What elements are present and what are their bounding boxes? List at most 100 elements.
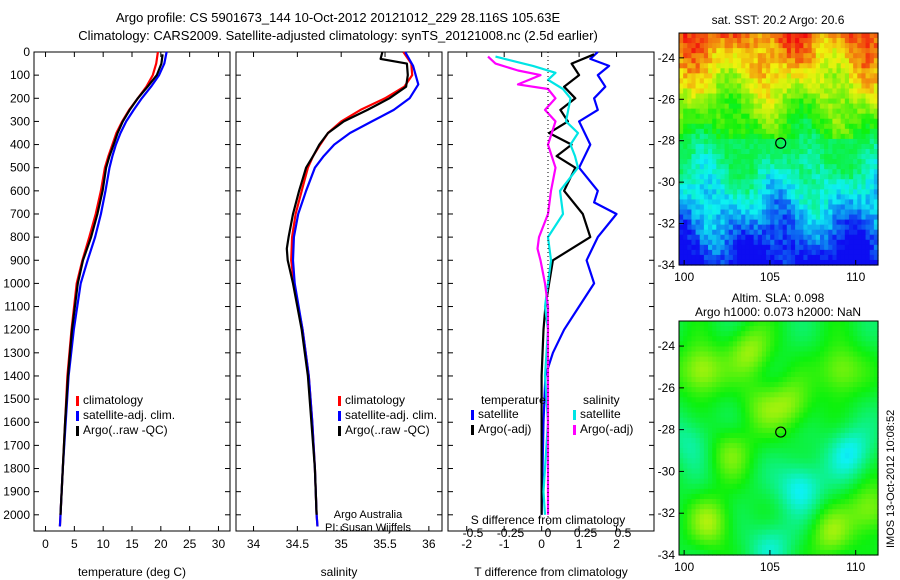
temperature-profile-panel: 0 5 10 15 20 25 300100200300400500600700800900… — [3, 45, 231, 579]
heatmap-cells — [679, 321, 879, 556]
series-line-3 — [487, 55, 557, 515]
legend-label: satellite-adj. clim. — [83, 408, 175, 422]
y-tick-label: -24 — [658, 339, 676, 353]
legend-swatch — [471, 425, 474, 435]
legend-swatch — [338, 411, 341, 421]
x-tick-label: 105 — [760, 560, 780, 574]
map-title-line2: Argo h1000: 0.073 h2000: NaN — [695, 305, 861, 319]
y-tick-label: -28 — [658, 134, 676, 148]
y-tick-label: 700 — [10, 207, 30, 221]
legend-label: satellite-adj. clim. — [345, 408, 437, 422]
legend-label: climatology — [83, 393, 143, 407]
legend-swatch — [76, 411, 79, 421]
y-tick-label: 500 — [10, 161, 30, 175]
x-tick-label: 100 — [674, 270, 694, 284]
y-tick-label: -30 — [658, 464, 676, 478]
argo-position-marker — [775, 426, 787, 438]
plot-frame — [33, 51, 231, 532]
s-axis-label: S difference from climatology — [471, 513, 626, 527]
x-axis-label: T difference from climatology — [474, 565, 628, 579]
x-tick-label: 2 — [613, 537, 620, 551]
s-tick-label: 0.5 — [615, 526, 632, 540]
plot-frame — [235, 51, 443, 532]
legend-label: Argo(..raw -QC) — [345, 423, 430, 437]
y-tick-label: -34 — [658, 258, 676, 272]
x-tick-label: -2 — [461, 537, 472, 551]
x-tick-label: 35 — [335, 537, 349, 551]
sla-map-panel: 100 105 110 -24 -26 -28 -30 -32 -34 Altim. SLA: 0… — [658, 291, 879, 574]
x-tick-label: 30 — [212, 537, 226, 551]
heatmap-cells — [679, 33, 879, 266]
legend-label: Argo(-adj) — [580, 422, 633, 436]
x-axis-label: temperature (deg C) — [78, 565, 186, 579]
y-tick-label: 200 — [10, 91, 30, 105]
difference-profile-panel: -2 -1 0 1 2 T difference from climatology -0.5… — [447, 51, 655, 579]
y-tick-label: -28 — [658, 423, 676, 437]
y-tick-label: 1100 — [4, 300, 30, 314]
y-tick-label: 900 — [10, 253, 30, 267]
y-tick-label: 600 — [10, 184, 30, 198]
legend-group-salinity: salinity — [583, 393, 620, 407]
y-tick-label: -32 — [658, 217, 676, 231]
y-tick-label: 1500 — [3, 392, 30, 406]
x-tick-label: 34 — [247, 537, 261, 551]
x-tick-label: 35.5 — [373, 537, 397, 551]
sst-map-panel: 100 105 110 -24 -26 -28 -30 -32 -34 sat. SST: 20.… — [658, 13, 879, 284]
x-tick-label: 20 — [154, 537, 168, 551]
y-tick-label: 400 — [10, 138, 30, 152]
y-tick-label: 1900 — [3, 485, 30, 499]
x-tick-label: -1 — [499, 537, 510, 551]
legend-label: Argo(-adj) — [478, 422, 531, 436]
salinity-profile-panel: 34 34.5 35 35.5 36 salinity climatologysatelli… — [235, 51, 443, 579]
y-tick-label: 1000 — [3, 276, 30, 290]
map-frame — [678, 320, 879, 556]
map-title-line1: Altim. SLA: 0.098 — [732, 291, 825, 305]
y-tick-label: -32 — [658, 506, 676, 520]
x-tick-label: 34.5 — [286, 537, 310, 551]
x-tick-label: 110 — [846, 270, 865, 284]
x-tick-label: 15 — [125, 537, 139, 551]
y-tick-label: 1300 — [3, 346, 30, 360]
x-tick-label: 0 — [42, 537, 49, 551]
legend-group-temperature: temperature — [481, 393, 546, 407]
legend-swatch — [76, 426, 79, 436]
figure-title-line1: Argo profile: CS 5901673_144 10-Oct-2012… — [116, 10, 561, 25]
y-tick-label: 800 — [10, 230, 30, 244]
y-tick-label: 1600 — [3, 415, 30, 429]
y-tick-label: 1400 — [3, 369, 30, 383]
panel-annotation: Argo Australia — [334, 509, 403, 521]
x-tick-label: 10 — [96, 537, 110, 551]
argo-position-marker — [775, 137, 787, 149]
series-line-2 — [59, 54, 164, 515]
x-tick-label: 0 — [538, 537, 545, 551]
legend-swatch — [76, 396, 79, 406]
legend-label: climatology — [345, 393, 405, 407]
legend-swatch — [471, 410, 474, 420]
plot-frame — [447, 51, 655, 532]
timestamp-stamp: IMOS 13-Oct-2012 10:08:52 — [885, 410, 897, 548]
y-tick-label: 0 — [23, 45, 30, 59]
x-axis-label: salinity — [321, 565, 358, 579]
map-frame — [678, 32, 879, 266]
figure-title-line2: Climatology: CARS2009. Satellite-adjuste… — [78, 28, 598, 43]
y-tick-label: -26 — [658, 92, 676, 106]
map-title: sat. SST: 20.2 Argo: 20.6 — [712, 13, 845, 27]
x-tick-label: 5 — [71, 537, 78, 551]
y-tick-label: 100 — [10, 68, 30, 82]
x-tick-label: 1 — [576, 537, 583, 551]
series-line-2 — [495, 55, 580, 515]
x-tick-label: 100 — [674, 560, 694, 574]
s-tick-label: -0.25 — [497, 526, 525, 540]
legend-swatch — [573, 410, 576, 420]
x-tick-label: 36 — [422, 537, 436, 551]
s-tick-label: 0.25 — [574, 526, 598, 540]
series-line-0 — [540, 51, 618, 515]
s-tick-label: 0 — [545, 526, 552, 540]
legend-label: satellite — [478, 407, 519, 421]
x-tick-label: 110 — [846, 560, 865, 574]
legend-swatch — [573, 425, 576, 435]
y-tick-label: 1700 — [3, 438, 30, 452]
x-tick-label: 105 — [760, 270, 780, 284]
y-tick-label: -34 — [658, 548, 676, 562]
y-tick-label: -30 — [658, 175, 676, 189]
